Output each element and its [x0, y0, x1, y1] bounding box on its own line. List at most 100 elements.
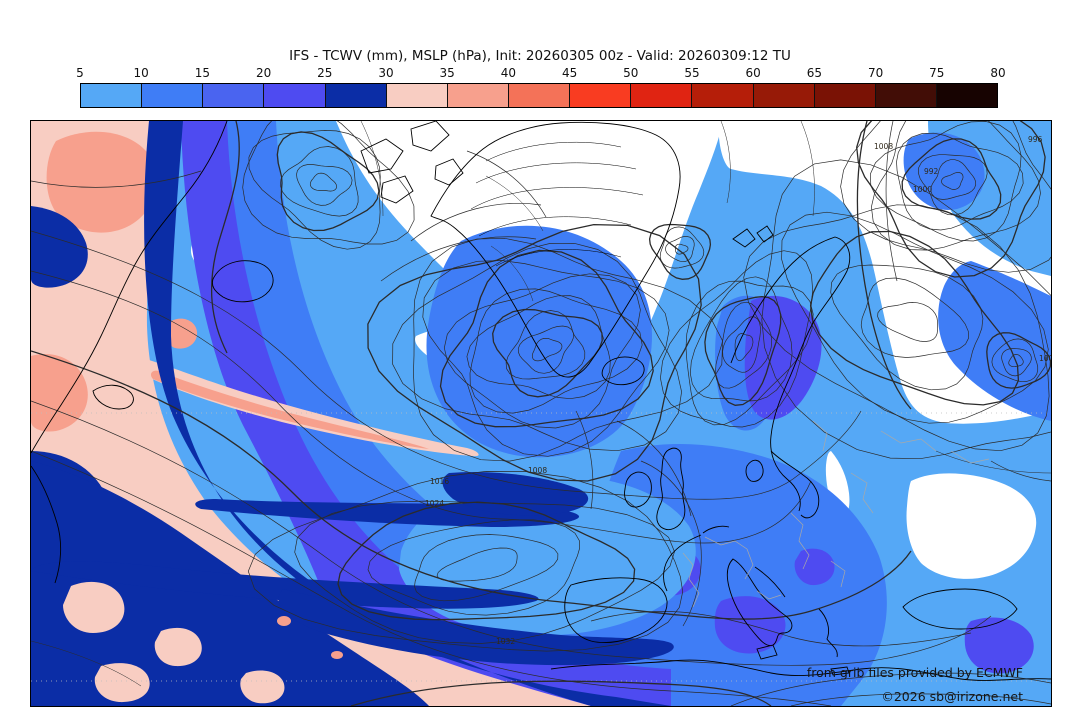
great-britain-coastline	[656, 447, 686, 530]
isobar-ring-high-russia	[781, 211, 1049, 424]
isobar-ring-high-russia	[743, 204, 1050, 452]
isobar-ring-low-ural	[991, 338, 1039, 383]
salmon-patch-nw	[46, 131, 158, 233]
salmon-dot-2	[331, 651, 343, 659]
isobar-ring-low-south-greenland	[505, 310, 586, 380]
attribution-source: from grib files provided by ECMWF	[806, 665, 1023, 680]
map-canvas: 1008 1016 1024 1032 1008 992 1000 996 1000	[31, 121, 1051, 706]
tcwv-shading-layer	[31, 121, 1051, 706]
navy-mass-central	[278, 589, 674, 666]
us-east-coastline	[31, 465, 62, 584]
pink-hole-3	[94, 663, 150, 703]
isobar-ring-low-labrador	[296, 164, 353, 206]
mslp-isobar-layer	[31, 121, 1051, 706]
colorbar-tick: 15	[194, 66, 211, 80]
isobar-ring-low-norwegian-sea	[715, 301, 773, 389]
isobar-ring-low-barents	[840, 121, 1051, 273]
iberia-coastline	[564, 577, 668, 644]
isobar-ring-low-denmark-strait	[659, 226, 705, 269]
colorbar-scale	[80, 83, 998, 108]
salmon-dot-1	[277, 616, 291, 626]
weather-map: 1008 1016 1024 1032 1008 992 1000 996 1000 from …	[30, 120, 1052, 707]
isobar-ring-low-denmark-strait	[674, 243, 689, 255]
country-border-layer	[682, 420, 990, 608]
isobar-ring-high-azores	[414, 534, 559, 602]
italy-coastline	[726, 558, 793, 660]
colorbar-segment	[508, 84, 571, 107]
violet-patch-adriatic	[794, 548, 835, 586]
isobar-ring-low-labrador	[279, 146, 359, 217]
isobar-ring-low-barents	[918, 154, 988, 216]
isobar-ring-low-south-greenland	[492, 308, 603, 398]
colorbar-tick-labels: 5 10 15 20 25 30 35 40 45 50 55 60 65 70 75 80	[76, 66, 1005, 83]
france-coastline	[663, 525, 730, 592]
violet-patch-scandinavia	[744, 295, 822, 420]
salmon-wedge-core	[151, 370, 429, 449]
colorbar-segment	[203, 84, 265, 107]
colorbar-tick: 45	[561, 66, 578, 80]
svalbard-coastline	[732, 225, 774, 248]
colorbar-tick: 5	[76, 66, 84, 80]
isobar-ring-high-azores	[294, 500, 675, 644]
navy-blob-topleft	[31, 206, 88, 288]
isobar-value-label: 1024	[425, 499, 444, 508]
pink-hole-1	[63, 581, 125, 633]
colorbar-tick: 75	[929, 66, 945, 80]
isobar-ring-high-azores	[247, 471, 684, 652]
isobar-ring-low-ural	[1001, 348, 1032, 377]
nova-scotia-coastline	[92, 384, 134, 410]
isobar-ring-low-labrador	[276, 131, 380, 232]
pink-hole-2	[154, 627, 202, 667]
black-sea-coastline	[902, 588, 1018, 630]
attribution-copyright: ©2026 sb@irizone.net	[881, 689, 1023, 704]
navy-band	[144, 121, 671, 706]
coastline-layer	[31, 121, 1051, 681]
isobar-ring-high-russia	[809, 230, 1020, 406]
navy-filament-2	[31, 561, 539, 609]
isobar-ring-high-russia	[761, 159, 1051, 460]
colorbar-tick: 35	[439, 66, 455, 80]
isobar-value-label: 1008	[528, 466, 547, 475]
isobar-ring-low-south-greenland	[392, 242, 682, 452]
violet-patch-bottom-right	[964, 617, 1034, 674]
colorbar-segment	[325, 84, 387, 107]
isobar-ring-low-south-greenland	[517, 325, 574, 374]
isobar-ring-low-labrador	[309, 172, 338, 192]
colorbar-tick: 50	[623, 66, 639, 80]
norway-coastline	[730, 236, 851, 512]
colorbar-segment	[814, 84, 876, 107]
isobar-ring-low-south-greenland	[413, 237, 723, 462]
colorbar-segment	[447, 84, 509, 107]
colorbar-tick: 70	[867, 66, 884, 80]
colorbar-segment	[936, 84, 998, 107]
iceland-coastline	[601, 356, 645, 386]
colorbar-tick: 65	[806, 66, 823, 80]
isobar-ring-low-norwegian-sea	[734, 333, 754, 362]
colorbar-segment	[753, 84, 815, 107]
page-title: IFS - TCWV (mm), MSLP (hPa), Init: 20260…	[289, 48, 791, 64]
isobar-ring-low-ural	[986, 332, 1051, 389]
isobar-ring-low-south-greenland	[466, 295, 611, 400]
isobar-ring-low-labrador	[242, 121, 415, 245]
newfoundland-coastline	[212, 260, 274, 303]
greenland-coastline	[430, 121, 681, 378]
isobar-ring-low-south-greenland	[367, 223, 702, 482]
colorbar-tick: 55	[684, 66, 700, 80]
colorbar-segment	[386, 84, 448, 107]
colorbar: 5 10 15 20 25 30 35 40 45 50 55 60 65 70 75 80	[76, 66, 1006, 108]
isobar-ring-high-russia	[830, 264, 984, 391]
isobar-ring-low-ural	[1008, 354, 1024, 368]
isobar-ring-low-south-greenland	[469, 288, 643, 414]
dry-zone-turkey	[906, 473, 1037, 579]
colorbar-tick: 40	[500, 66, 517, 80]
salmon-patch-left1	[31, 354, 88, 432]
isobar-ring-low-norwegian-sea	[660, 250, 814, 428]
colorbar-segment	[875, 84, 937, 107]
isobar-value-label: 1008	[874, 142, 893, 151]
isobar-value-label: 992	[924, 167, 939, 176]
colorbar-segment	[631, 84, 693, 107]
isobar-ring-low-denmark-strait	[665, 236, 695, 263]
baltic-coastline	[770, 450, 820, 519]
isobar-value-label: 1000	[913, 185, 932, 194]
colorbar-tick: 10	[133, 66, 149, 80]
